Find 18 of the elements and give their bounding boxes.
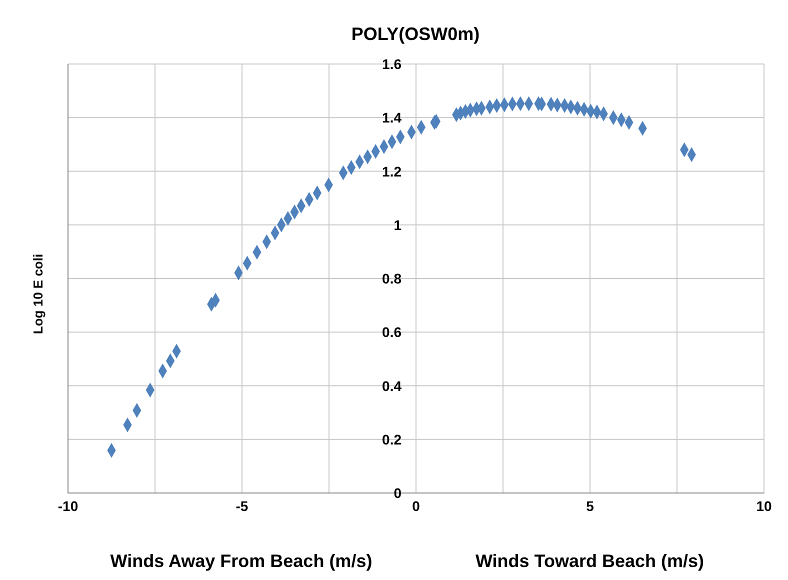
x-tick-label: 0: [412, 498, 420, 514]
y-axis-title: Log 10 E coli: [30, 253, 46, 334]
x-tick-label: 10: [756, 498, 772, 514]
y-tick-label: 0.4: [382, 378, 402, 394]
y-tick-label: 1: [394, 216, 402, 233]
y-tick-label: 0.8: [382, 270, 402, 286]
x-tick-label: -10: [58, 498, 78, 514]
chart-title: POLY(OSW0m): [350, 24, 481, 45]
y-tick-label: 1.2: [382, 163, 402, 180]
x-tick-label: 5: [586, 498, 594, 514]
text: Winds Toward Beach (m/s): [474, 551, 706, 572]
y-tick-label: 1.4: [382, 110, 402, 126]
y-tick-label: 0.6: [382, 324, 402, 340]
y-tick-label: 0: [394, 485, 402, 501]
y-tick-label: 1.6: [382, 56, 402, 72]
x-tick-label: -5: [236, 498, 248, 514]
x-axis-title: Winds Away From Beach (m/s): [109, 551, 374, 572]
y-tick-label: 0.2: [382, 431, 402, 448]
